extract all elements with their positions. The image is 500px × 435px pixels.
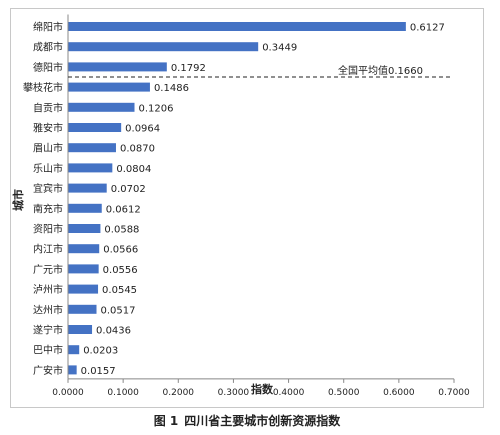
category-label: 宜宾市 [33, 182, 63, 195]
category-label: 乐山市 [33, 162, 63, 175]
bar-7 [68, 143, 116, 153]
value-label: 0.1206 [139, 103, 174, 114]
category-label: 泸州市 [33, 283, 63, 296]
bar-18 [68, 365, 77, 375]
category-label: 雅安市 [33, 122, 63, 135]
bar-14 [68, 284, 99, 294]
category-label: 内江市 [33, 243, 63, 256]
figure-number: 图 1 [153, 414, 179, 428]
value-label: 0.0545 [102, 285, 137, 296]
value-label: 0.1792 [171, 63, 206, 74]
category-label: 达州市 [33, 303, 63, 316]
value-label: 0.0157 [81, 366, 116, 377]
y-axis-title: 城市 [11, 189, 25, 211]
value-label: 0.0556 [103, 265, 138, 276]
bar-3 [68, 62, 167, 72]
value-label: 0.0566 [103, 245, 138, 256]
value-label: 0.0804 [116, 164, 151, 175]
bar-8 [68, 163, 113, 173]
value-labels-group: 0.6127 0.3449 0.1792 0.1486 0.1206 0.0964 0.08… [81, 23, 445, 377]
bar-13 [68, 264, 99, 274]
x-tick-label: 0.4000 [273, 388, 305, 398]
category-label: 巴中市 [33, 344, 63, 357]
category-label: 绵阳市 [33, 21, 63, 34]
bar-5 [68, 102, 135, 112]
national-average-label: 全国平均值0.1660 [338, 64, 423, 77]
x-tick-label: 0.7000 [438, 388, 470, 398]
x-tick-label: 0.6000 [383, 388, 415, 398]
value-label: 0.0964 [125, 124, 160, 135]
bar-6 [68, 123, 122, 132]
bar-9 [68, 183, 107, 193]
category-label: 广安市 [33, 364, 63, 377]
figure-title: 四川省主要城市创新资源指数 [184, 414, 341, 428]
category-labels-group: 绵阳市成都市德阳市攀枝花市自贡市雅安市眉山市乐山市宜宾市南充市资阳市内江市广元市… [23, 21, 63, 377]
bar-17 [68, 345, 80, 355]
category-label: 自贡市 [33, 101, 63, 114]
x-tick-label: 0.2000 [163, 388, 195, 398]
bar-chart: 绵阳市成都市德阳市攀枝花市自贡市雅安市眉山市乐山市宜宾市南充市资阳市内江市广元市… [11, 14, 470, 398]
value-label: 0.6127 [410, 23, 445, 34]
x-tick-label: 0.0000 [52, 388, 84, 398]
value-label: 0.0612 [106, 204, 141, 215]
category-label: 南充市 [33, 202, 63, 215]
value-label: 0.3449 [262, 43, 297, 54]
value-label: 0.0517 [101, 305, 136, 316]
category-label: 遂宁市 [33, 324, 63, 337]
value-label: 0.0588 [104, 225, 139, 236]
bar-15 [68, 304, 97, 314]
category-label: 资阳市 [33, 223, 63, 236]
x-tick-label: 0.3000 [218, 388, 250, 398]
value-label: 0.0870 [120, 144, 155, 155]
bar-10 [68, 203, 102, 213]
value-label: 0.0436 [96, 326, 131, 337]
axis-group [67, 14, 454, 380]
category-label: 攀枝花市 [23, 81, 63, 94]
value-label: 0.1486 [154, 83, 189, 94]
x-tick-label: 0.1000 [107, 388, 139, 398]
bar-11 [68, 224, 101, 233]
figure-caption: 图 1 四川省主要城市创新资源指数 [0, 412, 500, 429]
category-label: 德阳市 [33, 61, 63, 74]
category-label: 眉山市 [33, 142, 63, 155]
bar-12 [68, 244, 100, 254]
bar-4 [68, 82, 150, 92]
x-axis-title: 指数 [251, 382, 274, 396]
x-ticks-group: 0.0000 0.1000 0.2000 0.3000 0.4000 0.5000 0.60… [52, 378, 470, 398]
value-label: 0.0702 [111, 184, 146, 195]
category-label: 广元市 [33, 263, 63, 276]
bar-2 [68, 42, 259, 52]
x-tick-label: 0.5000 [328, 388, 360, 398]
value-label: 0.0203 [83, 346, 118, 357]
bars-group [68, 22, 406, 375]
category-label: 成都市 [33, 41, 63, 54]
bar-16 [68, 325, 93, 334]
bar-1 [68, 22, 406, 31]
